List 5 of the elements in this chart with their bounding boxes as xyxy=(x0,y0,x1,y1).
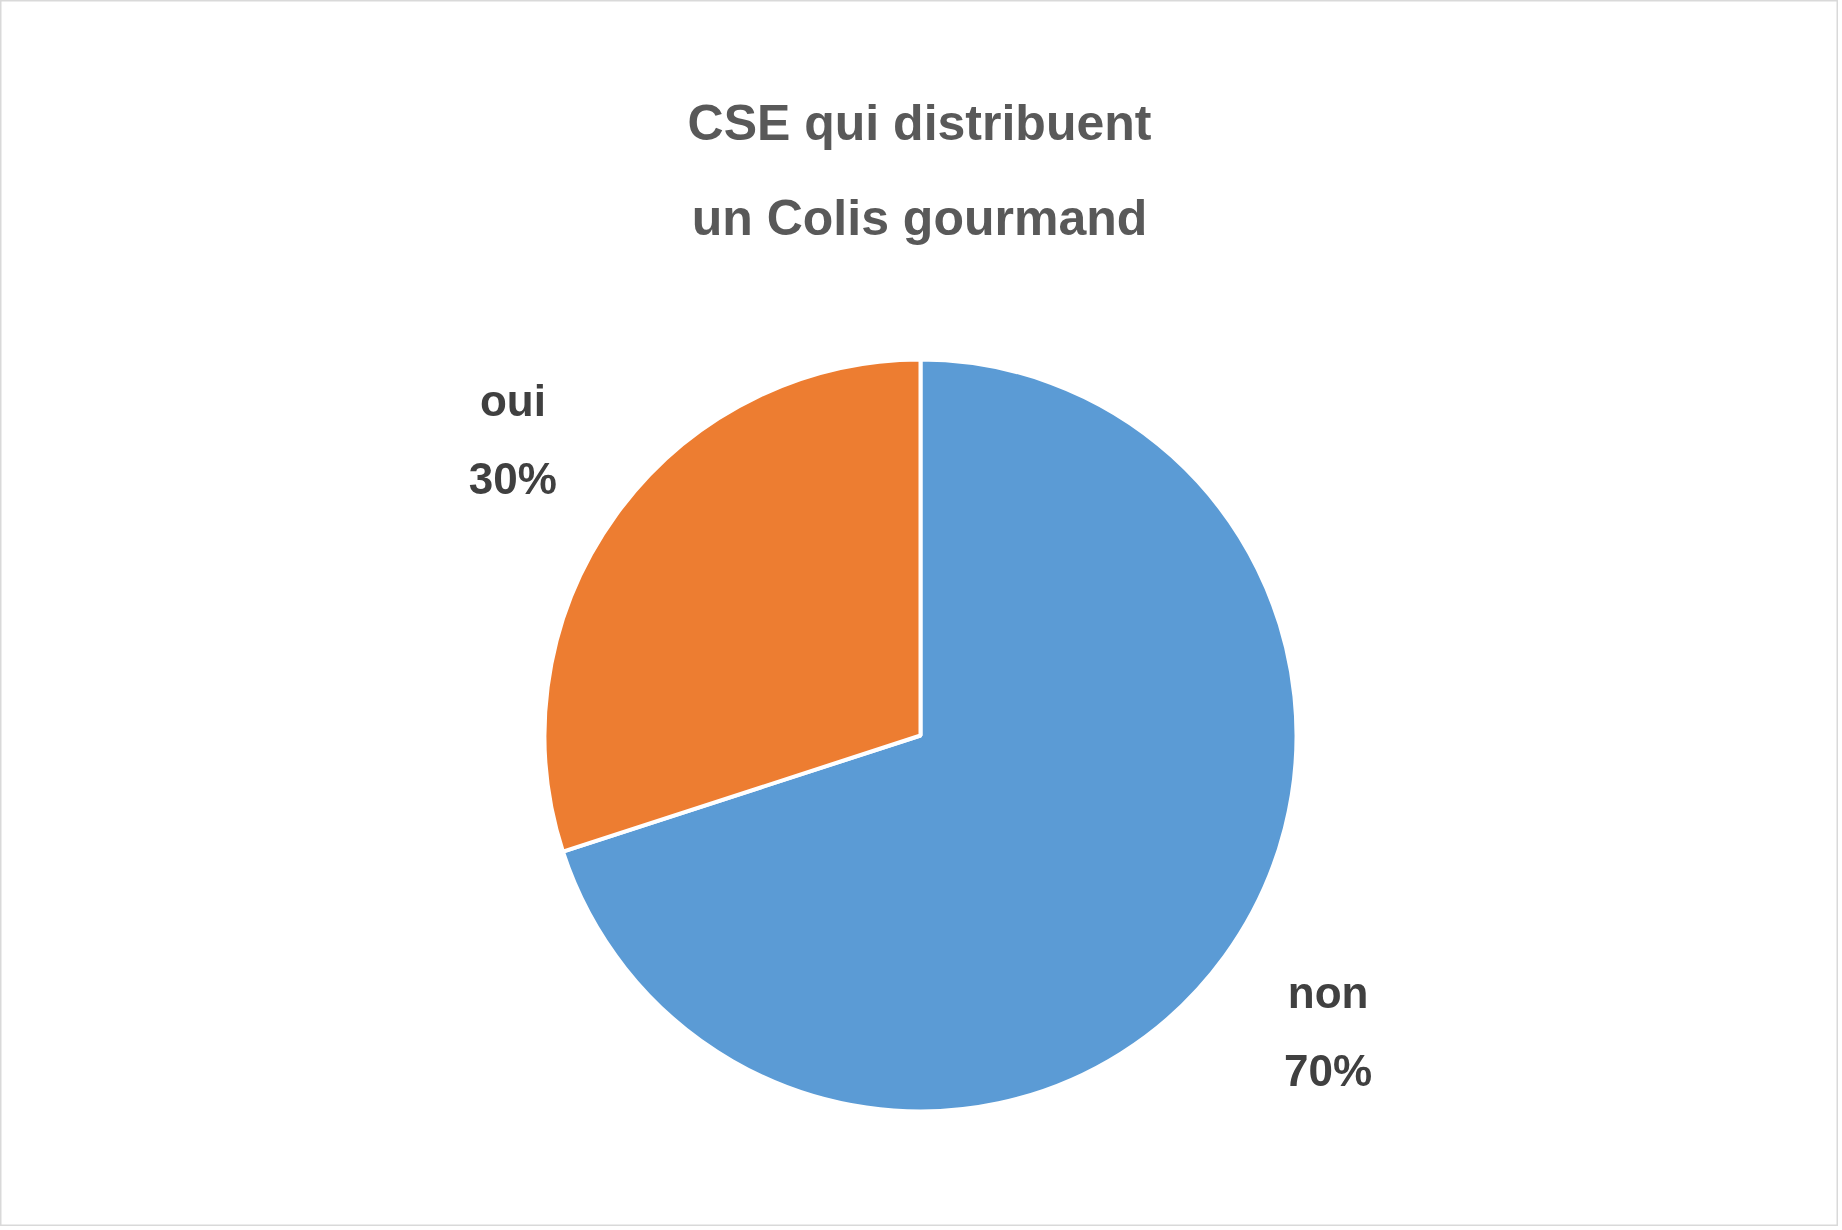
slice-label: oui xyxy=(479,375,546,425)
data-label: 30% xyxy=(468,454,557,504)
data-label: 70% xyxy=(1284,1046,1373,1096)
slice-label: non xyxy=(1287,967,1369,1017)
chart-title: CSE qui distribuent un Colis gourmand xyxy=(687,94,1152,247)
